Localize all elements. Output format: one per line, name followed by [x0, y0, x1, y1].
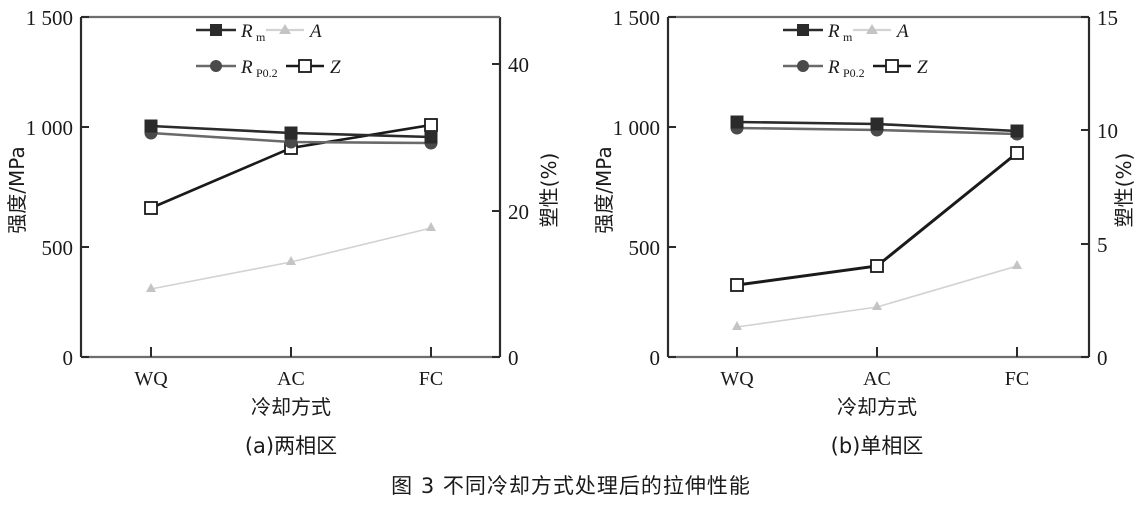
figure-caption: 图 3 不同冷却方式处理后的拉伸性能: [391, 474, 751, 498]
legend-item-rm-b[interactable]: R m: [783, 21, 853, 44]
series-A-b: [732, 260, 1022, 330]
y-left-tick-label-500-b: 500: [629, 236, 661, 260]
legend-item-z-a[interactable]: Z: [286, 57, 341, 78]
legend-sub-rp02: P0.2: [843, 66, 865, 80]
filled-square-icon: [210, 24, 222, 36]
legend-label-rp02: R: [827, 57, 840, 78]
x-axis-title-b: 冷却方式: [837, 395, 917, 419]
open-square-icon: [298, 59, 312, 73]
legend-label-z: Z: [917, 57, 928, 78]
y-axis-left-ticks-b: [668, 16, 676, 358]
y-right-tick-label-15-b: 15: [1097, 6, 1118, 30]
series-Z-b: [730, 146, 1024, 292]
x-axis-ticks-a: [150, 347, 432, 357]
y-left-tick-label-1500-a: 1 500: [26, 6, 73, 30]
legend-item-rm-a[interactable]: R m: [196, 21, 266, 44]
y-axis-right-title-a: 塑性(%): [537, 153, 561, 228]
filled-triangle-icon: [279, 24, 291, 34]
filled-circle-icon: [210, 60, 222, 72]
chart-panel-a: 0 500 1 000 1 500 0 20 40 WQ AC FC: [0, 0, 571, 470]
legend-a: R m A R P0.2 Z: [196, 21, 341, 80]
legend-item-a-a[interactable]: A: [266, 21, 322, 42]
legend-label-a: A: [308, 21, 322, 42]
y-right-tick-label-10-b: 10: [1097, 119, 1118, 143]
chart-svg-b: 0 500 1 000 1 500 0 5 10 15 WQ AC: [592, 6, 1136, 458]
y-axis-right-ticks-a: [492, 63, 500, 358]
legend-label-z: Z: [330, 57, 341, 78]
open-square-icon: [885, 59, 899, 73]
x-tick-label-fc-a: FC: [419, 368, 443, 390]
chart-panel-b: 0 500 1 000 1 500 0 5 10 15 WQ AC: [571, 0, 1142, 470]
subcaption-a: (a)两相区: [245, 434, 337, 458]
y-left-tick-label-1000-b: 1 000: [613, 116, 660, 140]
y-left-tick-label-0-a: 0: [63, 346, 74, 370]
x-tick-label-fc-b: FC: [1005, 368, 1029, 390]
filled-square-icon: [797, 24, 809, 36]
legend-item-rp02-a[interactable]: R P0.2: [196, 57, 278, 80]
y-axis-left-title-a: 强度/MPa: [5, 146, 29, 233]
subcaption-b: (b)单相区: [831, 434, 924, 458]
y-right-tick-label-0-b: 0: [1097, 346, 1108, 370]
x-tick-label-wq-b: WQ: [720, 368, 754, 390]
legend-item-rp02-b[interactable]: R P0.2: [783, 57, 865, 80]
filled-triangle-icon: [866, 24, 878, 34]
series-Rm-b: [730, 115, 1024, 138]
y-left-tick-label-0-b: 0: [650, 346, 661, 370]
x-tick-label-wq-a: WQ: [134, 368, 168, 390]
series-Rm-a: [144, 119, 438, 144]
y-right-tick-label-5-b: 5: [1097, 233, 1108, 257]
y-axis-right-ticks-b: [1081, 16, 1089, 358]
legend-sub-rm: m: [843, 30, 853, 44]
legend-sub-rp02: P0.2: [256, 66, 278, 80]
y-axis-right-title-b: 塑性(%): [1112, 153, 1136, 228]
legend-label-rp02: R: [240, 57, 253, 78]
y-axis-left-title-b: 强度/MPa: [592, 146, 616, 233]
legend-sub-rm: m: [256, 30, 266, 44]
y-right-tick-label-20-a: 20: [508, 200, 529, 224]
y-left-tick-label-500-a: 500: [42, 236, 74, 260]
y-left-tick-label-1500-b: 1 500: [613, 6, 660, 30]
legend-label-rm: R: [827, 21, 840, 42]
y-right-tick-label-40-a: 40: [508, 53, 529, 77]
legend-b: R m A R P0.2 Z: [783, 21, 928, 80]
axis-frame-b: [666, 15, 1091, 359]
axis-frame-a: [79, 15, 502, 359]
y-right-tick-label-0-a: 0: [508, 346, 519, 370]
legend-item-z-b[interactable]: Z: [873, 57, 928, 78]
legend-label-a: A: [895, 21, 909, 42]
y-axis-left-ticks-a: [81, 16, 89, 358]
series-A-a: [146, 222, 436, 292]
legend-label-rm: R: [240, 21, 253, 42]
x-tick-label-ac-b: AC: [863, 368, 891, 390]
legend-item-a-b[interactable]: A: [853, 21, 909, 42]
x-axis-ticks-b: [736, 347, 1018, 357]
y-left-tick-label-1000-a: 1 000: [26, 116, 73, 140]
x-tick-label-ac-a: AC: [277, 368, 305, 390]
x-axis-title-a: 冷却方式: [251, 395, 331, 419]
chart-svg-a: 0 500 1 000 1 500 0 20 40 WQ AC FC: [5, 6, 561, 458]
filled-circle-icon: [797, 60, 809, 72]
